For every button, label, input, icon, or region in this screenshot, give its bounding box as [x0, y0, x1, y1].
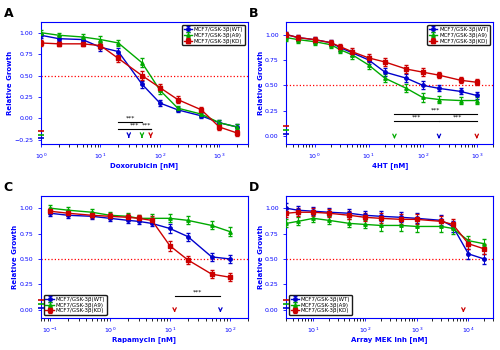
Text: D: D — [249, 181, 260, 194]
Text: ***: *** — [142, 122, 151, 127]
Text: B: B — [249, 7, 258, 20]
Legend: MCF7/GSK-3β(WT), MCF7/GSK-3β(A9), MCF7/GSK-3β(KD): MCF7/GSK-3β(WT), MCF7/GSK-3β(A9), MCF7/G… — [428, 25, 490, 45]
Legend: MCF7/GSK-3β(WT), MCF7/GSK-3β(A9), MCF7/GSK-3β(KD): MCF7/GSK-3β(WT), MCF7/GSK-3β(A9), MCF7/G… — [182, 25, 245, 45]
Y-axis label: Relative Growth: Relative Growth — [258, 225, 264, 289]
Text: C: C — [4, 181, 13, 194]
Y-axis label: Relative Growth: Relative Growth — [7, 51, 13, 116]
Y-axis label: Relative Growth: Relative Growth — [12, 225, 18, 289]
Text: ***: *** — [453, 114, 462, 119]
Text: ***: *** — [130, 122, 139, 127]
Legend: MCF7/GSK-3β(WT), MCF7/GSK-3β(A9), MCF7/GSK-3β(KD): MCF7/GSK-3β(WT), MCF7/GSK-3β(A9), MCF7/G… — [289, 295, 352, 315]
Y-axis label: Relative Growth: Relative Growth — [258, 51, 264, 116]
X-axis label: 4HT [nM]: 4HT [nM] — [372, 162, 408, 169]
Text: ***: *** — [193, 290, 202, 295]
X-axis label: Doxorubicin [nM]: Doxorubicin [nM] — [110, 162, 178, 169]
X-axis label: Rapamycin [nM]: Rapamycin [nM] — [112, 336, 176, 343]
Text: A: A — [4, 7, 14, 20]
X-axis label: Array MEK Inh [nM]: Array MEK Inh [nM] — [352, 336, 428, 343]
Text: ***: *** — [431, 107, 440, 112]
Text: ***: *** — [126, 116, 135, 121]
Text: ***: *** — [412, 114, 422, 119]
Legend: MCF7/GSK-3β(WT), MCF7/GSK-3β(A9), MCF7/GSK-3β(KD): MCF7/GSK-3β(WT), MCF7/GSK-3β(A9), MCF7/G… — [44, 295, 106, 315]
